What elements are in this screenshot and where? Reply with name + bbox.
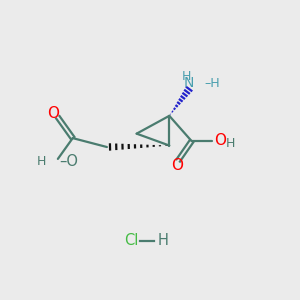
Text: O: O [214, 133, 226, 148]
Text: O: O [171, 158, 183, 173]
Text: N: N [184, 76, 194, 90]
Text: O: O [47, 106, 59, 121]
Text: –H: –H [204, 76, 220, 90]
Text: Cl: Cl [124, 233, 138, 248]
Text: H: H [158, 233, 168, 248]
Text: –O: –O [59, 154, 78, 169]
Text: H: H [37, 155, 46, 168]
Text: H: H [182, 70, 191, 83]
Text: H: H [226, 137, 236, 150]
